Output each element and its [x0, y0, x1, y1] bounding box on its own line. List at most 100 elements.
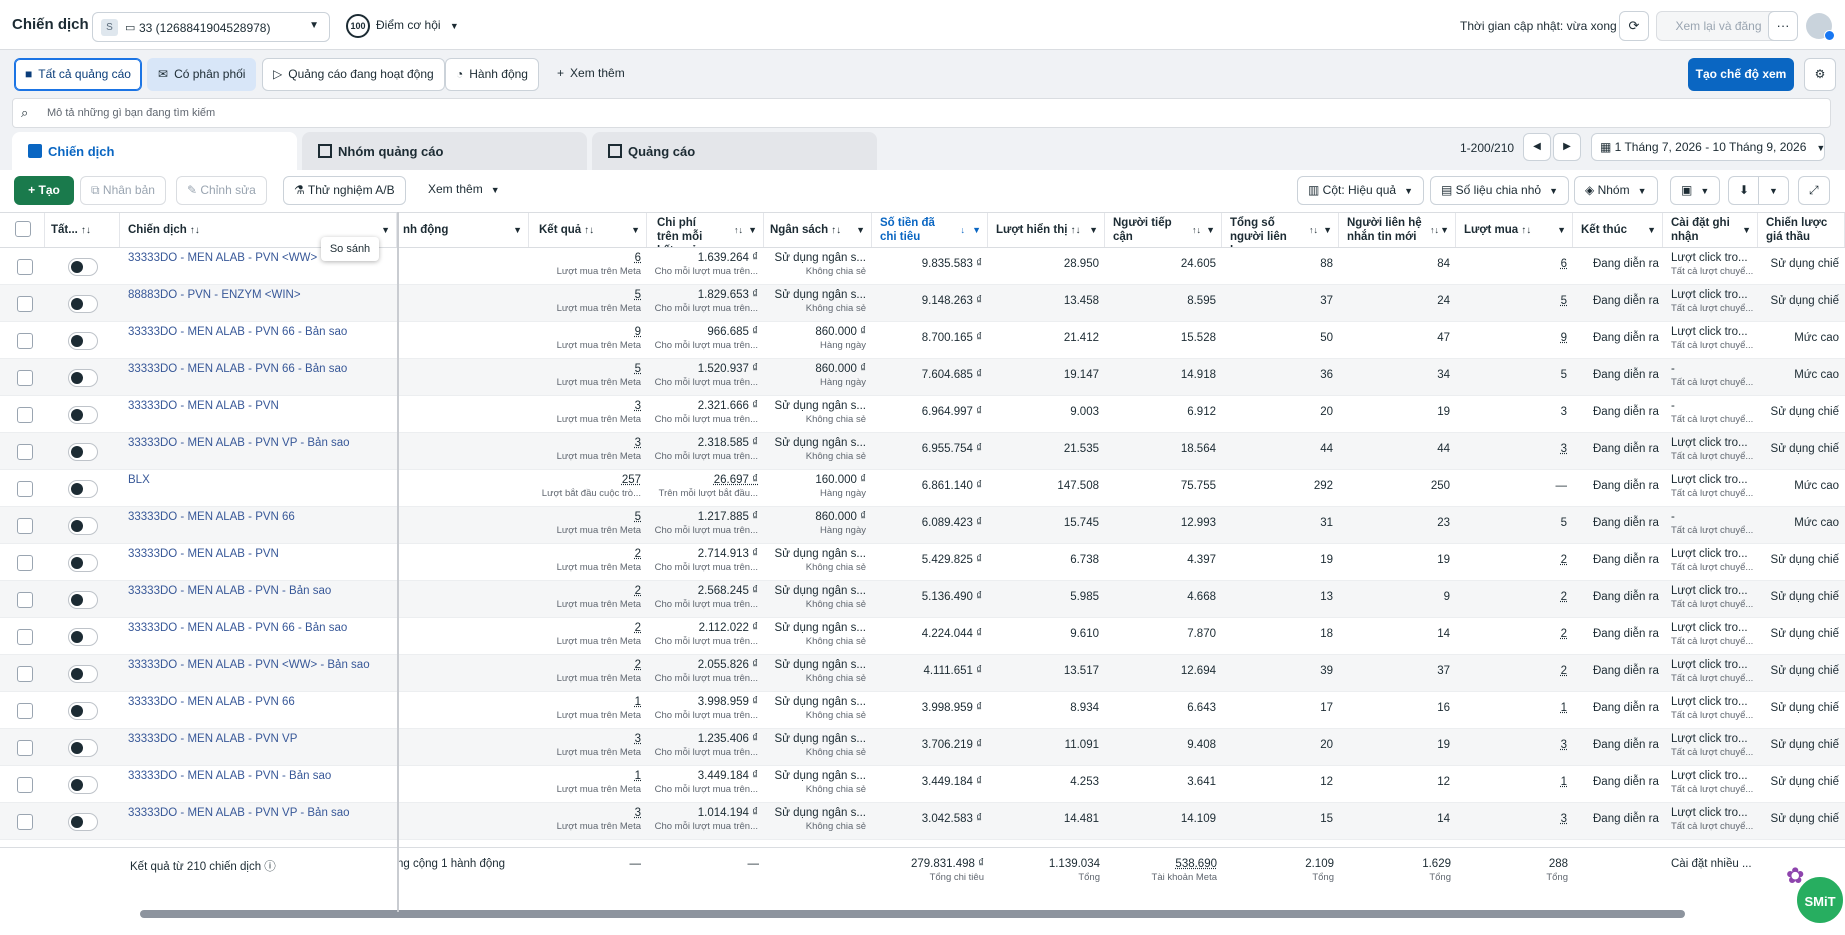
table-row[interactable]: 33333DO - MEN ALAB - PVN 2 Lượt mua trên M…: [0, 544, 1845, 581]
table-row[interactable]: 33333DO - MEN ALAB - PVN <WW> 6 Lượt mua t…: [0, 248, 1845, 285]
campaign-name-link[interactable]: 33333DO - MEN ALAB - PVN: [128, 400, 279, 412]
tab-adsets[interactable]: Nhóm quảng cáo: [302, 132, 587, 170]
table-row[interactable]: 33333DO - MEN ALAB - PVN 66 1 Lượt mua trê…: [0, 692, 1845, 729]
filter-active-ads[interactable]: ▷ Quảng cáo đang hoạt động: [262, 58, 445, 91]
row-checkbox[interactable]: [17, 629, 33, 645]
create-button[interactable]: + Tạo: [14, 176, 74, 205]
duplicate-button[interactable]: ⧉ Nhân bản: [80, 176, 166, 205]
table-row[interactable]: 33333DO - MEN ALAB - PVN 66 - Bản sao 2 Lư…: [0, 618, 1845, 655]
row-toggle[interactable]: [68, 702, 98, 720]
row-toggle[interactable]: [68, 443, 98, 461]
table-row[interactable]: 33333DO - MEN ALAB - PVN 66 5 Lượt mua trê…: [0, 507, 1845, 544]
filter-action[interactable]: ◔ Hành động: [445, 58, 539, 91]
col-header-total-contacts[interactable]: Tổng số người liên h... ↑↓ ▼: [1222, 213, 1339, 247]
col-header-cpr[interactable]: Chi phí trên mỗi kết quả ↑↓ ▼: [647, 213, 764, 247]
row-toggle[interactable]: [68, 591, 98, 609]
col-header-delivery[interactable]: nh động ▼: [397, 213, 529, 247]
row-toggle[interactable]: [68, 295, 98, 313]
table-row[interactable]: 33333DO - MEN ALAB - PVN VP 3 Lượt mua trê…: [0, 729, 1845, 766]
next-page-button[interactable]: ▶: [1553, 133, 1581, 161]
row-toggle[interactable]: [68, 332, 98, 350]
campaign-name-link[interactable]: 33333DO - MEN ALAB - PVN - Bản sao: [128, 585, 332, 597]
table-row[interactable]: 33333DO - MEN ALAB - PVN VP - Bản sao 3 Lư…: [0, 433, 1845, 470]
result-value[interactable]: 9: [634, 326, 641, 338]
row-toggle[interactable]: [68, 480, 98, 498]
result-value[interactable]: 5: [634, 289, 641, 301]
result-value[interactable]: 1: [634, 696, 641, 708]
col-header-new-contacts[interactable]: Người liên hệ nhắn tin mới ↑↓ ▼: [1339, 213, 1456, 247]
purchases-value[interactable]: 3: [1560, 406, 1567, 418]
row-checkbox[interactable]: [17, 814, 33, 830]
purchases-value[interactable]: 1: [1560, 776, 1567, 788]
campaign-name-link[interactable]: 33333DO - MEN ALAB - PVN VP: [128, 733, 298, 745]
search-input[interactable]: Mô tả những gì bạn đang tìm kiếm: [47, 107, 216, 119]
col-header-ends[interactable]: Kết thúc ▼: [1573, 213, 1663, 247]
review-publish-button[interactable]: Xem lại và đăng: [1656, 11, 1781, 41]
result-value[interactable]: 1: [634, 770, 641, 782]
expand-button[interactable]: ⤢: [1798, 176, 1830, 205]
result-value[interactable]: 6: [634, 252, 641, 264]
row-toggle[interactable]: [68, 628, 98, 646]
row-checkbox[interactable]: [17, 296, 33, 312]
purchases-value[interactable]: 2: [1560, 591, 1567, 603]
campaign-name-link[interactable]: 33333DO - MEN ALAB - PVN 66: [128, 511, 295, 523]
tab-ads[interactable]: Quảng cáo: [592, 132, 877, 170]
campaign-name-link[interactable]: BLX: [128, 474, 150, 486]
table-row[interactable]: BLX 257 Lượt bắt đầu cuộc trò... 26.697 ₫ Tr…: [0, 470, 1845, 507]
result-value[interactable]: 2: [634, 622, 641, 634]
campaign-name-link[interactable]: 33333DO - MEN ALAB - PVN 66 - Bản sao: [128, 363, 348, 375]
row-toggle[interactable]: [68, 369, 98, 387]
purchases-value[interactable]: 3: [1560, 813, 1567, 825]
tab-campaigns[interactable]: Chiến dịch: [12, 132, 297, 170]
row-checkbox[interactable]: [17, 703, 33, 719]
campaign-name-link[interactable]: 33333DO - MEN ALAB - PVN <WW>: [128, 252, 318, 264]
row-checkbox[interactable]: [17, 518, 33, 534]
purchases-value[interactable]: 5: [1560, 517, 1567, 529]
filter-see-more[interactable]: + Xem thêm: [547, 58, 635, 91]
campaign-name-link[interactable]: 33333DO - MEN ALAB - PVN 66 - Bản sao: [128, 622, 348, 634]
row-toggle[interactable]: [68, 406, 98, 424]
campaign-name-link[interactable]: 33333DO - MEN ALAB - PVN: [128, 548, 279, 560]
purchases-value[interactable]: 9: [1560, 332, 1567, 344]
row-toggle[interactable]: [68, 776, 98, 794]
campaign-name-link[interactable]: 33333DO - MEN ALAB - PVN 66 - Bản sao: [128, 326, 348, 338]
col-header-budget[interactable]: Ngân sách ↑↓ ▼: [764, 213, 872, 247]
group-button[interactable]: ◈ Nhóm ▼: [1574, 176, 1658, 205]
purchases-value[interactable]: 3: [1560, 443, 1567, 455]
table-row[interactable]: 33333DO - MEN ALAB - PVN - Bản sao 1 Lượt …: [0, 766, 1845, 803]
purchases-value[interactable]: 2: [1560, 554, 1567, 566]
row-checkbox[interactable]: [17, 370, 33, 386]
select-all-checkbox[interactable]: [15, 221, 31, 237]
purchases-value[interactable]: 2: [1560, 628, 1567, 640]
col-header-purchases[interactable]: Lượt mua ↑↓ ▼: [1456, 213, 1573, 247]
col-header-impressions[interactable]: Lượt hiển thị ↑↓ ▼: [988, 213, 1105, 247]
export-button[interactable]: ⬇: [1728, 176, 1761, 205]
result-value[interactable]: 257: [621, 474, 641, 486]
row-checkbox[interactable]: [17, 666, 33, 682]
horizontal-scrollbar[interactable]: [140, 910, 1685, 918]
columns-button[interactable]: ▥ Cột: Hiệu quả ▼: [1297, 176, 1424, 205]
table-row[interactable]: 33333DO - MEN ALAB - PVN <WW> - Bản sao 2…: [0, 655, 1845, 692]
view-settings-button[interactable]: ⚙: [1804, 58, 1836, 91]
campaign-name-link[interactable]: 33333DO - MEN ALAB - PVN <WW> - Bản sao: [128, 659, 370, 671]
campaign-name-link[interactable]: 33333DO - MEN ALAB - PVN VP - Bản sao: [128, 437, 350, 449]
result-value[interactable]: 2: [634, 548, 641, 560]
more-options-button[interactable]: ···: [1768, 11, 1798, 41]
filter-all-ads[interactable]: ■ Tất cả quảng cáo: [14, 58, 142, 91]
result-value[interactable]: 2: [634, 585, 641, 597]
result-value[interactable]: 3: [634, 733, 641, 745]
refresh-button[interactable]: ⟳: [1619, 11, 1649, 41]
row-toggle[interactable]: [68, 554, 98, 572]
row-checkbox[interactable]: [17, 777, 33, 793]
result-value[interactable]: 3: [634, 400, 641, 412]
purchases-value[interactable]: 3: [1560, 739, 1567, 751]
opportunity-score[interactable]: 100 Điểm cơ hội ▼: [346, 14, 459, 38]
row-toggle[interactable]: [68, 517, 98, 535]
edit-button[interactable]: ✎ Chỉnh sửa: [176, 176, 267, 205]
col-header-attribution[interactable]: Cài đặt ghi nhận ▼: [1663, 213, 1758, 247]
toolbar-see-more[interactable]: Xem thêm ▼: [418, 176, 510, 205]
col-header-results[interactable]: Kết quả ↑↓ ▼: [529, 213, 647, 247]
date-range-picker[interactable]: ▦ 1 Tháng 7, 2026 - 10 Tháng 9, 2026 ▼: [1591, 133, 1825, 161]
row-toggle[interactable]: [68, 739, 98, 757]
purchases-value[interactable]: 6: [1560, 258, 1567, 270]
